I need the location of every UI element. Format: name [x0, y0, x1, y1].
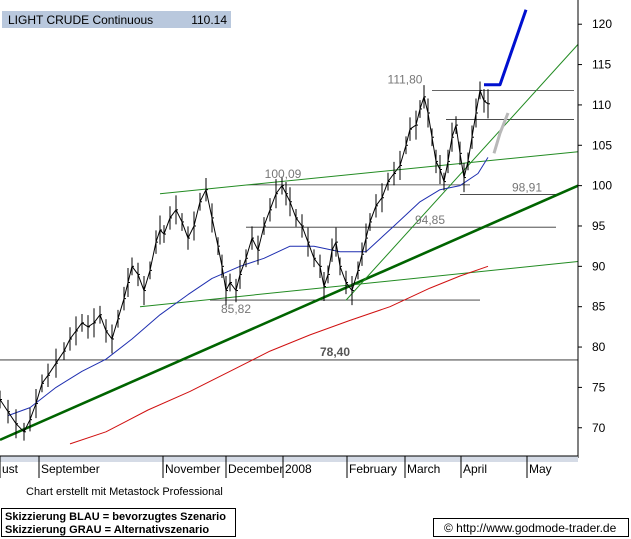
- trendline-0: [0, 184, 579, 442]
- y-tick-label: 100: [592, 179, 612, 193]
- y-tick-label: 95: [592, 219, 606, 233]
- y-tick-label: 110: [592, 98, 611, 112]
- moving-average-short: [7, 157, 489, 417]
- y-tick-label: 75: [592, 380, 606, 394]
- moving-average-long: [69, 265, 489, 445]
- source-url-box[interactable]: © http://www.godmode-trader.de: [433, 518, 629, 537]
- y-tick-label: 85: [592, 300, 606, 314]
- last-price-value: 110.14: [191, 13, 227, 27]
- level-labels: 78,40 111,80 100,09 98,91 94,85 85,82: [221, 72, 542, 359]
- horizontal-levels: [0, 89, 578, 361]
- y-tick-label: 90: [592, 259, 606, 273]
- x-tick-label: December: [228, 462, 283, 476]
- legend-blue-scenario: Skizzierung BLAU = bevorzugtes Szenario: [5, 511, 226, 523]
- level-label-2: 100,09: [265, 167, 302, 181]
- instrument-info-bar: LIGHT CRUDE Continuous 110.14: [2, 11, 231, 28]
- x-tick-label: March: [407, 462, 440, 476]
- series-lines: [7, 9, 528, 445]
- x-tick-label: September: [41, 462, 100, 476]
- price-series: [0, 81, 490, 441]
- level-label-3: 98,91: [512, 180, 542, 194]
- scenario-legend: Skizzierung BLAU = bevorzugtes Szenario …: [1, 508, 236, 537]
- y-tick-label: 120: [592, 17, 612, 31]
- x-tick-label: 2008: [285, 462, 312, 476]
- x-axis-ticks: ust September November December 2008 February…: [0, 456, 552, 478]
- y-axis-ticks: 70 75 80 85 90 95 100 105 110 115 120: [578, 17, 612, 435]
- y-tick-label: 80: [592, 340, 606, 354]
- blue-scenario-path: [484, 9, 528, 87]
- x-tick-label: ust: [2, 462, 19, 476]
- level-label-4: 94,85: [415, 213, 445, 227]
- trendline-1: [159, 151, 579, 195]
- plot-area: [0, 0, 578, 456]
- level-label-5: 85,82: [221, 302, 251, 316]
- x-tick-label: May: [529, 462, 552, 476]
- x-tick-label: April: [463, 462, 487, 476]
- trendlines: [0, 44, 579, 442]
- y-tick-label: 105: [592, 138, 612, 152]
- x-axis-band: [0, 456, 578, 462]
- legend-gray-scenario: Skizzierung GRAU = Alternativszenario: [5, 524, 210, 536]
- y-tick-label: 70: [592, 421, 606, 435]
- trendline-2: [139, 260, 579, 308]
- trendline-3: [345, 44, 579, 301]
- x-tick-label: November: [165, 462, 220, 476]
- chart-credit: Chart erstellt mit Metastock Professiona…: [26, 486, 223, 498]
- instrument-name: LIGHT CRUDE Continuous: [8, 13, 154, 27]
- level-label-1: 111,80: [388, 72, 423, 86]
- y-tick-label: 115: [592, 58, 611, 72]
- level-label-0: 78,40: [320, 345, 350, 359]
- source-url-link[interactable]: © http://www.godmode-trader.de: [444, 521, 617, 535]
- gray-scenario-path: [492, 112, 510, 154]
- x-tick-label: February: [349, 462, 397, 476]
